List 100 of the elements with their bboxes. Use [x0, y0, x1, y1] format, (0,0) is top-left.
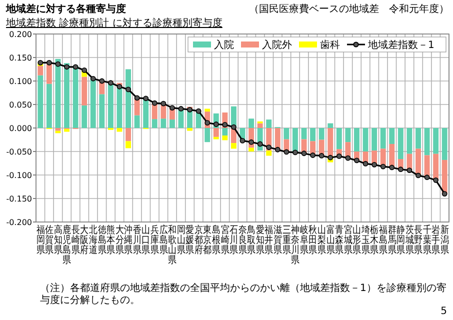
y-tick-label: -0.150 — [6, 194, 32, 204]
x-tick-label: 福井県 — [264, 224, 273, 256]
bar — [416, 148, 421, 175]
point — [46, 60, 52, 66]
point — [380, 164, 386, 170]
point — [72, 64, 78, 70]
y-tick-label: -0.050 — [6, 148, 32, 156]
bar — [46, 84, 52, 128]
bar — [126, 141, 131, 148]
y-tick-label: 0.100 — [9, 77, 32, 86]
x-tick-label: 山口県 — [142, 224, 150, 256]
bar — [90, 78, 96, 128]
point — [310, 152, 316, 158]
bar — [433, 154, 439, 180]
point — [372, 162, 378, 168]
x-tick-label: 京都府 — [194, 224, 203, 256]
bar — [248, 148, 254, 152]
annotation: （国民医療費ベースの地域差 令和元年度） — [249, 4, 449, 16]
point — [433, 177, 439, 183]
point — [196, 108, 202, 114]
bar — [82, 105, 88, 128]
y-tick-label: -0.100 — [6, 171, 32, 180]
title: 地域差に対する各種寄与度 — [6, 4, 126, 16]
point — [257, 141, 263, 147]
point — [240, 138, 246, 144]
x-tick-label: 香川県 — [132, 224, 142, 256]
bar — [372, 128, 378, 151]
point — [266, 144, 272, 150]
bar — [134, 115, 140, 128]
bar — [116, 128, 122, 132]
point — [345, 155, 351, 161]
x-tick-label: 神奈川県 — [291, 224, 300, 266]
point — [284, 149, 290, 155]
x-tick-label: 青森県 — [335, 224, 344, 256]
x-tick-label: 静岡県 — [396, 224, 405, 256]
x-tick-label: 鳥取県 — [246, 224, 256, 256]
x-tick-label: 滋賀県 — [274, 224, 282, 256]
point — [160, 100, 166, 106]
point — [170, 105, 175, 110]
point — [406, 168, 412, 173]
x-tick-label: 大阪府 — [80, 224, 88, 256]
x-tick-label: 秋田県 — [308, 224, 317, 256]
point — [82, 67, 88, 73]
point — [108, 80, 114, 86]
x-tick-label: 埼玉県 — [360, 224, 370, 256]
point — [318, 153, 324, 158]
bar — [433, 128, 439, 154]
legend-label: 入院 — [214, 39, 234, 51]
point — [152, 100, 158, 106]
bar — [38, 75, 44, 128]
x-tick-label: 徳島県 — [98, 224, 106, 256]
y-tick-label: 0.050 — [9, 100, 32, 110]
x-tick-label: 沖縄県 — [123, 224, 132, 256]
bar — [99, 94, 105, 128]
x-tick-label: 大分県 — [115, 224, 124, 256]
x-tick-label: 三重県 — [282, 224, 291, 256]
bar — [64, 128, 70, 132]
bar — [38, 66, 44, 76]
x-tick-label: 北海道 — [88, 224, 98, 256]
x-tick-label: 宮崎県 — [220, 224, 230, 256]
x-tick-label: 宮城県 — [342, 224, 352, 256]
x-tick-label: 山形県 — [352, 224, 361, 256]
y-tick-label: 0.150 — [9, 54, 32, 62]
bar — [345, 128, 351, 142]
bar — [187, 128, 192, 131]
legend-label: 歯科 — [320, 39, 340, 51]
point — [55, 61, 61, 67]
x-tick-label: 栃木県 — [370, 224, 378, 256]
bar — [213, 136, 219, 140]
point — [187, 106, 192, 112]
bar — [328, 128, 334, 156]
bar — [204, 108, 210, 112]
bar — [328, 123, 334, 128]
point — [222, 122, 228, 128]
annotation: （注）各都道府県の地域差指数の全国平均からのかい離（地域差指数－1）を診療種別の寄与度に分解したもの。 — [40, 283, 448, 306]
bar — [318, 128, 324, 140]
x-tick-label: 長崎県 — [71, 224, 80, 256]
bar — [230, 143, 236, 149]
point — [64, 64, 70, 70]
bar — [310, 128, 316, 142]
x-tick-label: 鹿児島県 — [62, 224, 71, 266]
x-tick-label: 東京都 — [203, 224, 212, 256]
bar — [248, 118, 254, 128]
x-tick-label: 岩手県 — [432, 224, 440, 256]
point — [416, 172, 421, 178]
x-tick-label: 奈良県 — [238, 224, 247, 256]
point — [143, 96, 149, 102]
bar — [380, 128, 386, 149]
point — [301, 150, 307, 156]
point — [204, 120, 210, 126]
y-tick-label: 0.200 — [9, 30, 32, 39]
x-tick-label: 福島県 — [378, 224, 388, 256]
bar — [222, 136, 228, 140]
bar — [46, 62, 52, 84]
x-tick-label: 広島県 — [159, 224, 168, 256]
x-tick-label: 新潟県 — [440, 224, 449, 256]
x-tick-label: 千葉県 — [422, 224, 432, 256]
x-tick-label: 島根県 — [212, 224, 220, 256]
bar — [152, 119, 158, 128]
x-tick-label: 佐賀県 — [45, 224, 54, 256]
